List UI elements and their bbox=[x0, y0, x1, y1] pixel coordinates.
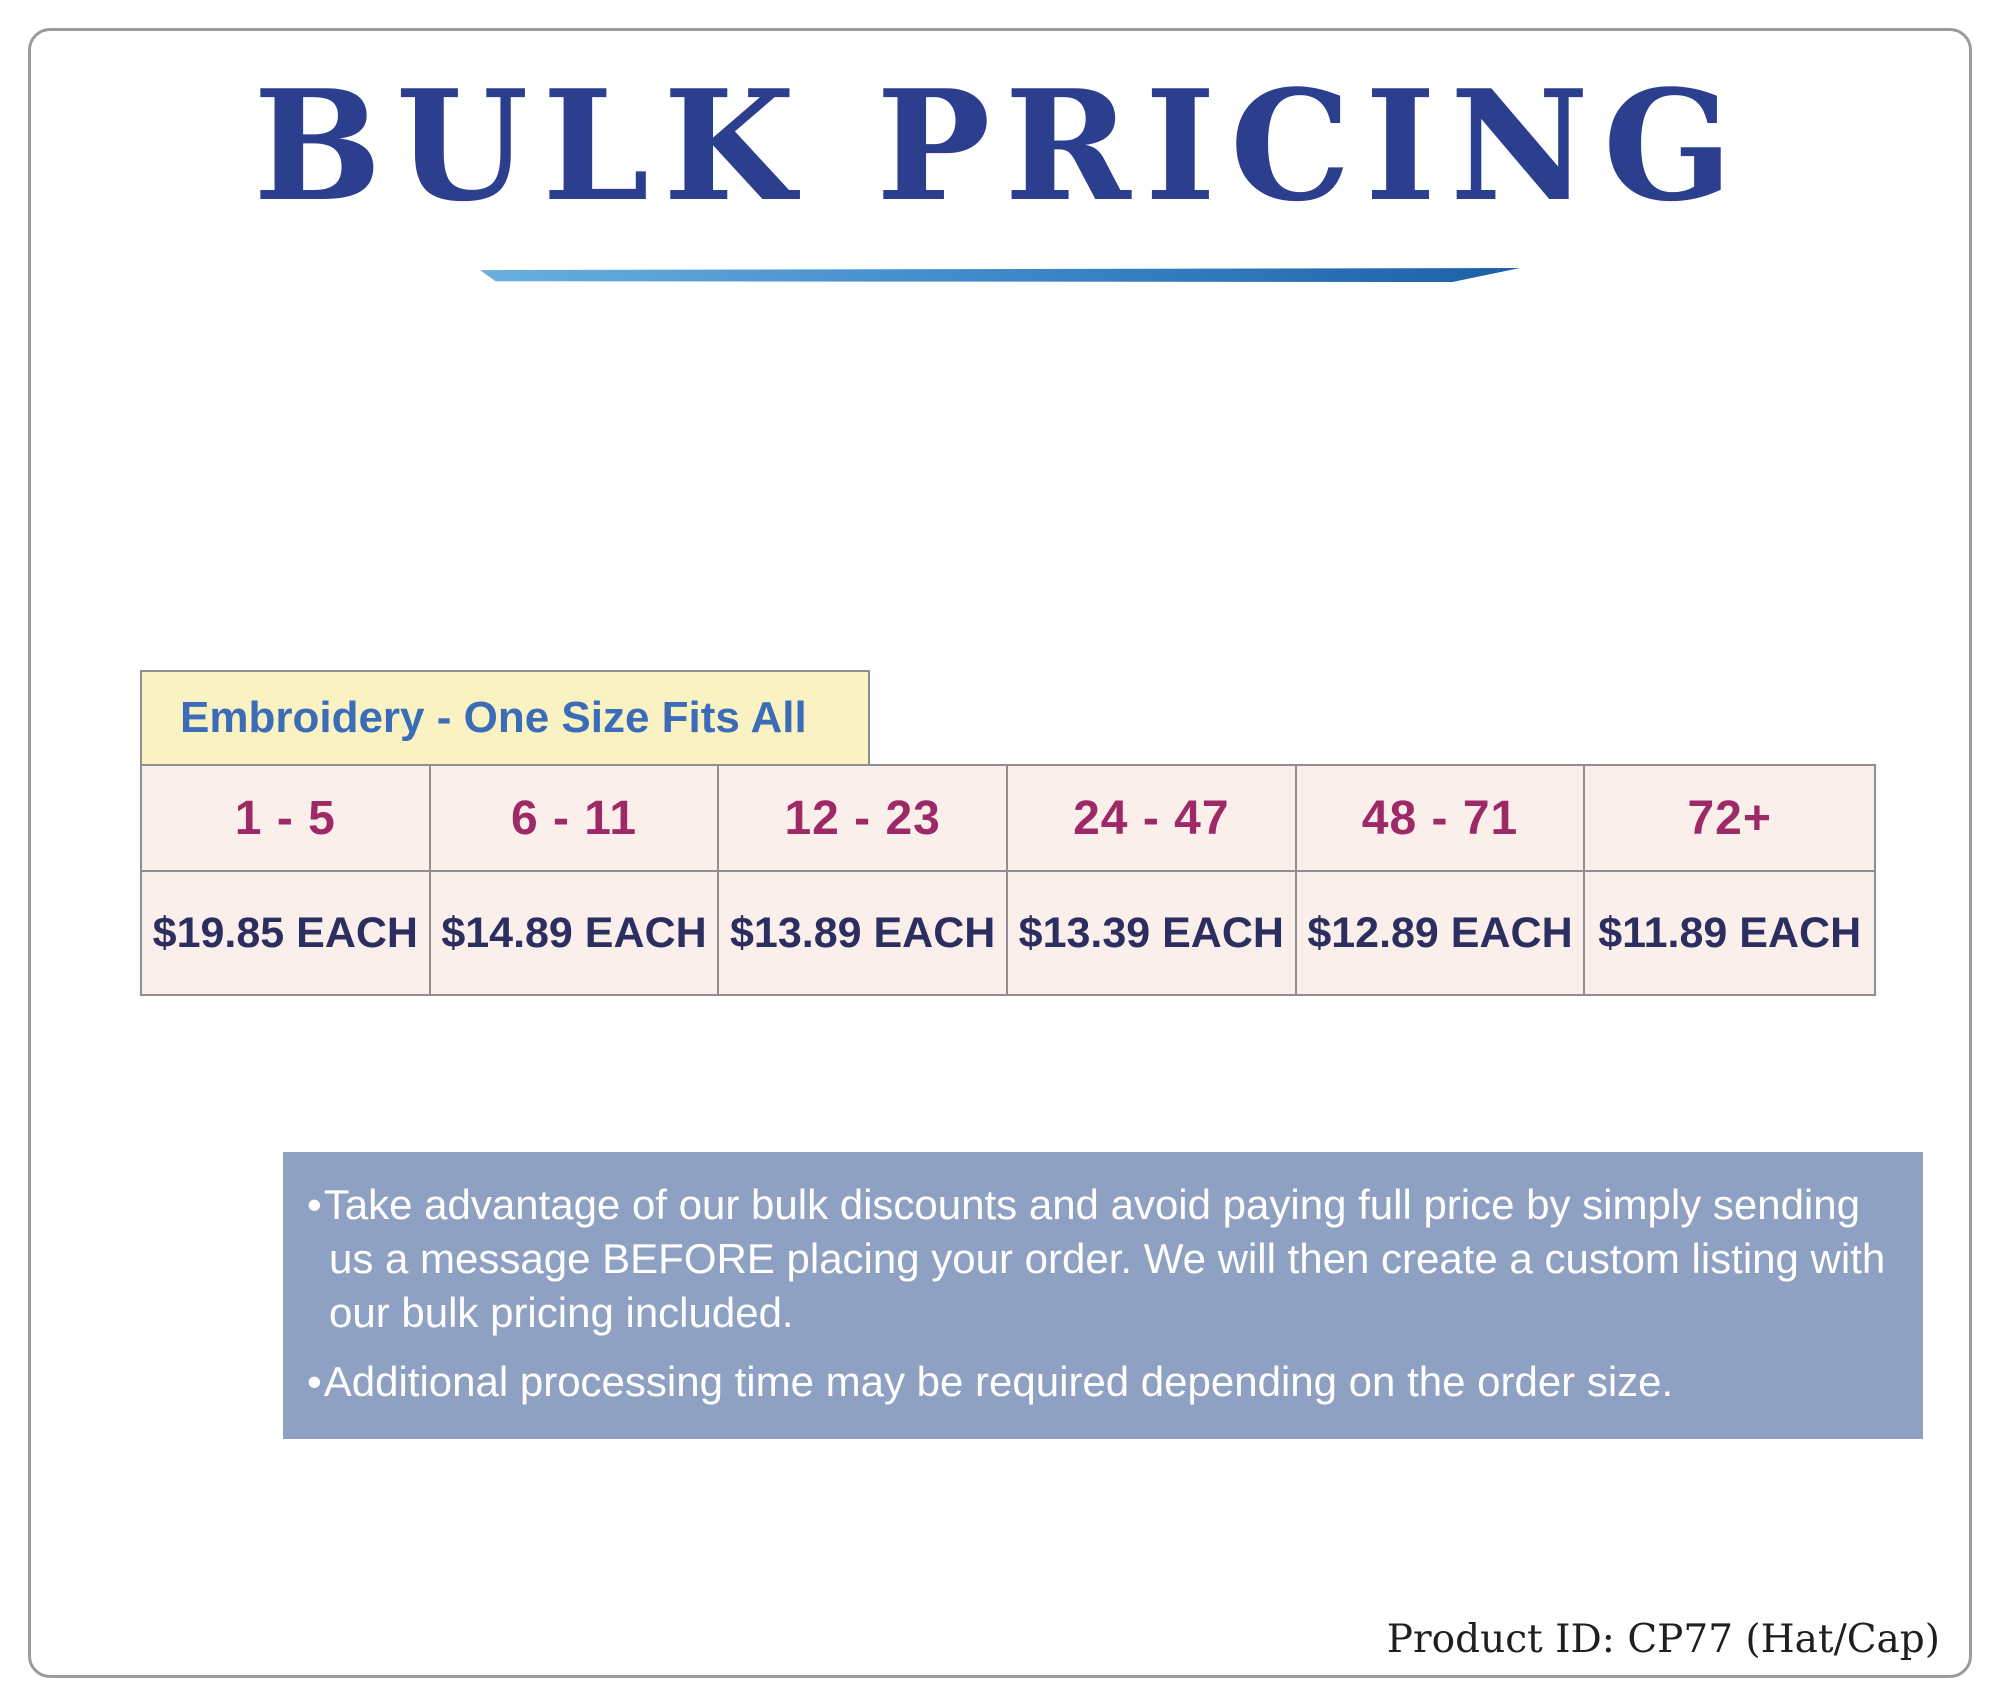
bullet-marker: • bbox=[307, 1358, 322, 1406]
page-title: BULK PRICING bbox=[253, 56, 1747, 235]
table-body: 1 - 5 6 - 11 12 - 23 24 - 47 48 - 71 72+… bbox=[140, 764, 1876, 996]
card-border bbox=[28, 28, 1972, 1678]
price-cell: $13.39 EACH bbox=[1007, 872, 1297, 994]
price-row: $19.85 EACH $14.89 EACH $13.89 EACH $13.… bbox=[142, 872, 1874, 994]
quantity-range-cell: 1 - 5 bbox=[142, 766, 431, 872]
quantity-range-cell: 48 - 71 bbox=[1296, 766, 1586, 872]
title-underline-decoration bbox=[480, 268, 1520, 282]
quantity-range-cell: 24 - 47 bbox=[1007, 766, 1297, 872]
pricing-table: Embroidery - One Size Fits All 1 - 5 6 -… bbox=[140, 670, 1876, 996]
note-text: Take advantage of our bulk discounts and… bbox=[323, 1181, 1886, 1336]
price-cell: $12.89 EACH bbox=[1296, 872, 1586, 994]
notes-panel: •Take advantage of our bulk discounts an… bbox=[283, 1152, 1923, 1439]
quantity-range-cell: 72+ bbox=[1585, 766, 1874, 872]
quantity-range-cell: 6 - 11 bbox=[430, 766, 720, 872]
price-cell: $19.85 EACH bbox=[142, 872, 431, 994]
table-header: Embroidery - One Size Fits All bbox=[140, 670, 870, 766]
note-item: •Take advantage of our bulk discounts an… bbox=[301, 1178, 1889, 1339]
note-text: Additional processing time may be requir… bbox=[323, 1358, 1674, 1406]
price-cell: $14.89 EACH bbox=[430, 872, 720, 994]
quantity-range-cell: 12 - 23 bbox=[719, 766, 1008, 872]
price-cell: $13.89 EACH bbox=[719, 872, 1008, 994]
quantity-range-row: 1 - 5 6 - 11 12 - 23 24 - 47 48 - 71 72+ bbox=[142, 766, 1874, 872]
bullet-marker: • bbox=[307, 1181, 322, 1228]
product-id: Product ID: CP77 (Hat/Cap) bbox=[1386, 1617, 1940, 1662]
price-cell: $11.89 EACH bbox=[1585, 872, 1874, 994]
note-item: •Additional processing time may be requi… bbox=[301, 1355, 1889, 1409]
